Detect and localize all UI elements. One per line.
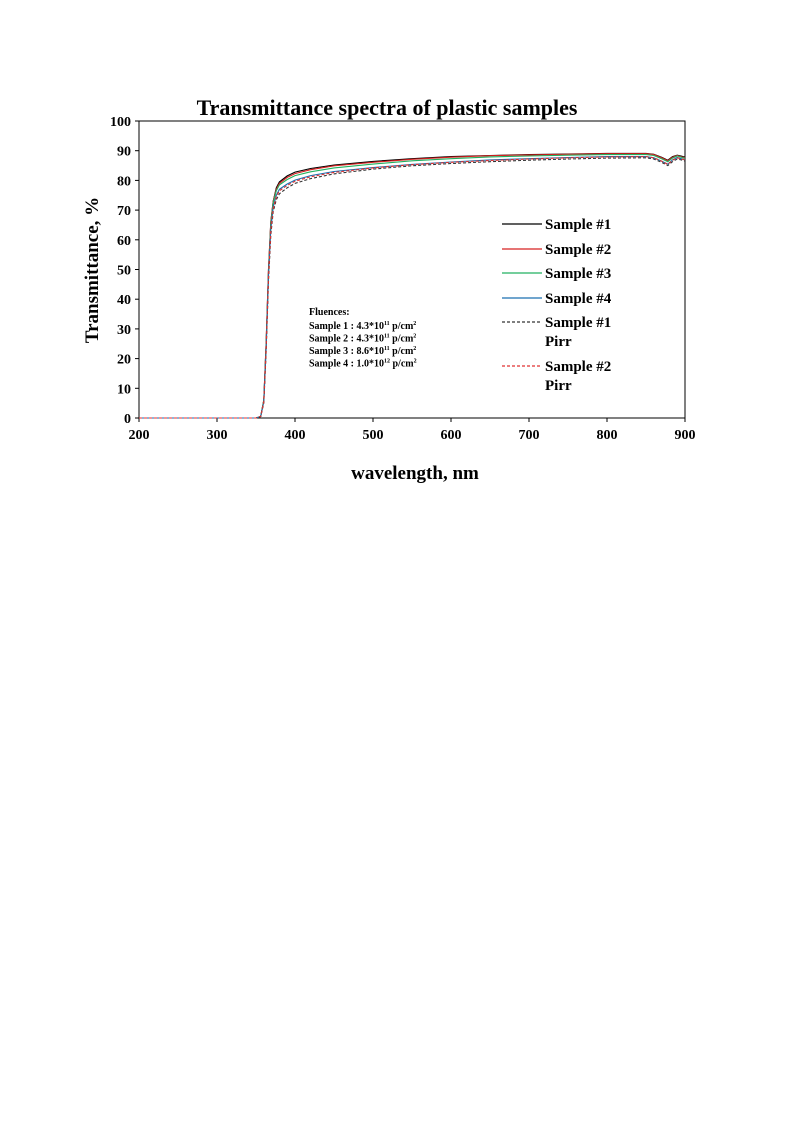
y-tick-label: 40 <box>117 293 131 308</box>
y-tick-label: 20 <box>117 353 131 368</box>
legend-label-6: Sample #2 <box>545 359 611 375</box>
y-tick-label: 0 <box>124 412 131 427</box>
x-tick-label: 700 <box>519 428 540 443</box>
annotation-line-1: Sample 1 : 4.3*1011 p/cm2 <box>309 321 416 332</box>
annotation-unit: p/cm <box>390 359 414 370</box>
annotation-unit: p/cm <box>390 346 414 357</box>
annotation-exponent: 11 <box>384 346 390 352</box>
y-tick-label: 50 <box>117 264 131 279</box>
annotation-exponent: 12 <box>384 359 390 365</box>
y-tick-label: 70 <box>117 204 131 219</box>
series-line-3 <box>139 154 686 419</box>
x-axis-label: wavelength, nm <box>351 463 479 484</box>
x-tick-label: 600 <box>441 428 462 443</box>
series-line-2 <box>139 153 686 419</box>
series-layer <box>139 152 686 419</box>
series-line-6 <box>139 156 686 419</box>
series-line-1 <box>139 152 686 419</box>
annotation-line-2: Sample 2 : 4.3*1011 p/cm2 <box>309 334 416 345</box>
annotation-line-4: Sample 4 : 1.0*1012 p/cm2 <box>309 359 417 370</box>
x-tick-label: 400 <box>285 428 306 443</box>
legend-label-1: Sample #1 <box>545 217 611 233</box>
annotation-heading: Fluences: <box>309 307 350 318</box>
y-tick-label: 90 <box>117 145 131 160</box>
legend-label-5-line2: Pirr <box>545 334 572 350</box>
legend-label-5: Sample #1 <box>545 315 611 331</box>
y-tick-label: 100 <box>110 115 131 130</box>
annotation-line-3: Sample 3 : 8.6*1011 p/cm2 <box>309 346 416 357</box>
x-tick-label: 800 <box>597 428 618 443</box>
annotation-label: Sample 4 : 1.0*10 <box>309 359 384 370</box>
series-line-4 <box>139 156 686 419</box>
legend-label-3: Sample #3 <box>545 266 611 282</box>
y-tick-label: 80 <box>117 174 131 189</box>
legend: Sample #1 Sample #2 Sample #3 Sample #4 Samp… <box>502 217 612 394</box>
annotation-label: Sample 3 : 8.6*10 <box>309 346 384 357</box>
annotation-unit-exponent: 2 <box>413 334 416 340</box>
annotation-unit-exponent: 2 <box>413 346 416 352</box>
y-tick-label: 10 <box>117 382 131 397</box>
legend-label-2: Sample #2 <box>545 242 611 258</box>
axis-ticks: 0 10 20 30 40 50 60 70 80 90 100 200 300 400 500 600 700… <box>110 115 696 443</box>
annotation-exponent: 11 <box>384 334 390 340</box>
y-tick-label: 60 <box>117 234 131 249</box>
y-axis-label: Transmittance, % <box>82 197 103 343</box>
annotation-unit: p/cm <box>390 321 414 332</box>
series-line-5 <box>139 157 686 419</box>
annotation-unit-exponent: 2 <box>413 321 416 327</box>
annotation-label: Sample 2 : 4.3*10 <box>309 334 384 345</box>
annotation-unit-exponent: 2 <box>414 359 417 365</box>
x-tick-label: 200 <box>129 428 150 443</box>
legend-label-6-line2: Pirr <box>545 378 572 394</box>
annotation-exponent: 11 <box>384 321 390 327</box>
chart-title: Transmittance spectra of plastic samples <box>197 95 578 120</box>
fluence-annotation: Fluences:Sample 1 : 4.3*1011 p/cm2Sample… <box>309 307 417 370</box>
annotation-label: Sample 1 : 4.3*10 <box>309 321 384 332</box>
x-tick-label: 900 <box>675 428 696 443</box>
legend-label-4: Sample #4 <box>545 291 612 307</box>
y-tick-label: 30 <box>117 323 131 338</box>
x-tick-label: 300 <box>207 428 228 443</box>
annotation-unit: p/cm <box>390 334 414 345</box>
x-tick-label: 500 <box>363 428 384 443</box>
